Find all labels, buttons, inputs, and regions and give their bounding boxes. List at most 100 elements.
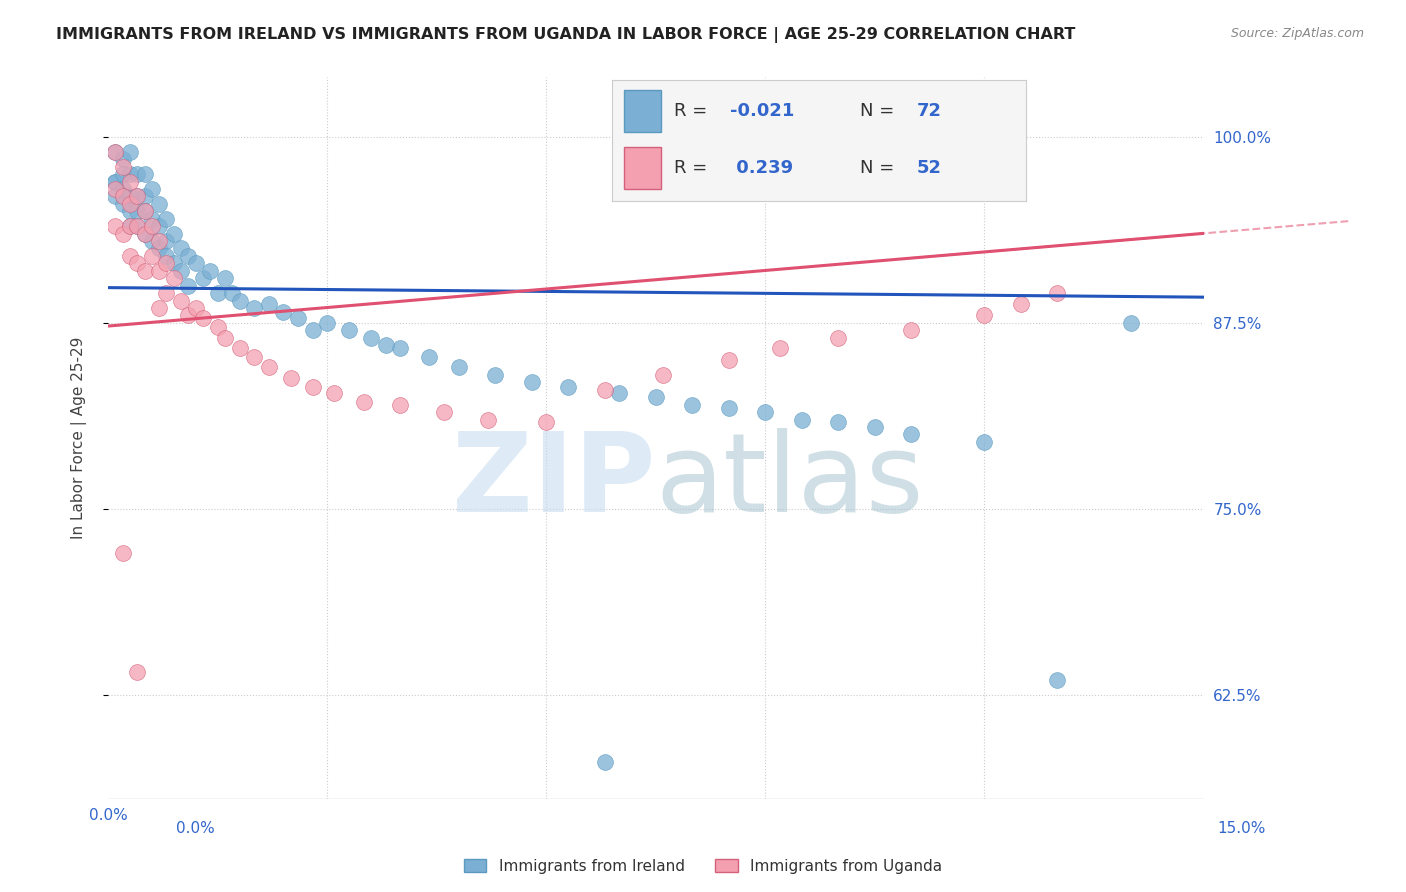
Point bbox=[243, 301, 266, 315]
Point bbox=[163, 271, 186, 285]
Point bbox=[243, 350, 266, 364]
Point bbox=[118, 189, 141, 203]
Point bbox=[374, 338, 396, 352]
Text: 0.239: 0.239 bbox=[730, 159, 793, 177]
Point bbox=[127, 204, 149, 219]
Point bbox=[433, 405, 456, 419]
Bar bbox=[624, 146, 661, 188]
Point bbox=[134, 264, 156, 278]
Point bbox=[200, 264, 222, 278]
Point bbox=[111, 197, 134, 211]
Point bbox=[118, 249, 141, 263]
Point bbox=[155, 256, 177, 270]
Point bbox=[118, 167, 141, 181]
Point bbox=[177, 249, 200, 263]
Point bbox=[207, 320, 229, 334]
Point bbox=[104, 175, 127, 189]
Point bbox=[111, 189, 134, 203]
Point bbox=[1046, 286, 1069, 301]
Point bbox=[118, 204, 141, 219]
Point bbox=[228, 341, 250, 355]
Point bbox=[389, 341, 412, 355]
Point bbox=[652, 368, 675, 382]
Text: R =: R = bbox=[673, 102, 713, 120]
Point bbox=[111, 153, 134, 167]
Point bbox=[141, 211, 163, 226]
Point bbox=[191, 271, 214, 285]
Point bbox=[134, 204, 156, 219]
Point bbox=[111, 167, 134, 181]
Point bbox=[287, 311, 309, 326]
Point bbox=[827, 416, 849, 430]
Point bbox=[170, 242, 193, 256]
Point bbox=[769, 341, 792, 355]
Point bbox=[177, 278, 200, 293]
Point bbox=[827, 331, 849, 345]
Point bbox=[104, 145, 127, 159]
Point bbox=[141, 219, 163, 234]
Point bbox=[104, 219, 127, 234]
Point bbox=[717, 353, 740, 368]
Point bbox=[170, 293, 193, 308]
Point bbox=[207, 286, 229, 301]
Point bbox=[681, 398, 703, 412]
Point bbox=[389, 398, 412, 412]
Point bbox=[214, 271, 236, 285]
Point bbox=[111, 182, 134, 196]
Point bbox=[754, 405, 776, 419]
Point bbox=[148, 242, 170, 256]
Text: atlas: atlas bbox=[655, 428, 924, 535]
Point bbox=[163, 256, 186, 270]
Text: ZIP: ZIP bbox=[453, 428, 655, 535]
Point bbox=[273, 305, 295, 319]
Point bbox=[1119, 316, 1142, 330]
Point bbox=[557, 380, 579, 394]
Point bbox=[127, 189, 149, 203]
Point bbox=[863, 420, 886, 434]
Point bbox=[118, 219, 141, 234]
Point bbox=[1046, 673, 1069, 687]
Point bbox=[280, 371, 302, 385]
Point bbox=[134, 227, 156, 241]
Text: N =: N = bbox=[860, 102, 900, 120]
Legend: Immigrants from Ireland, Immigrants from Uganda: Immigrants from Ireland, Immigrants from… bbox=[457, 853, 949, 880]
Point bbox=[316, 316, 339, 330]
Bar bbox=[624, 90, 661, 132]
Point bbox=[184, 301, 207, 315]
Text: 52: 52 bbox=[917, 159, 942, 177]
Text: N =: N = bbox=[860, 159, 900, 177]
Point bbox=[104, 182, 127, 196]
Point bbox=[148, 197, 170, 211]
Point bbox=[447, 360, 470, 375]
Point bbox=[1010, 296, 1032, 310]
Y-axis label: In Labor Force | Age 25-29: In Labor Force | Age 25-29 bbox=[72, 337, 87, 540]
Point bbox=[118, 197, 141, 211]
Point bbox=[301, 323, 323, 337]
Point bbox=[477, 412, 499, 426]
Point bbox=[141, 234, 163, 248]
Point bbox=[900, 427, 922, 442]
Text: 15.0%: 15.0% bbox=[1218, 821, 1265, 836]
Point bbox=[148, 219, 170, 234]
Point bbox=[184, 256, 207, 270]
Point bbox=[134, 227, 156, 241]
Point bbox=[973, 309, 995, 323]
Text: Source: ZipAtlas.com: Source: ZipAtlas.com bbox=[1230, 27, 1364, 40]
Point bbox=[163, 227, 186, 241]
Point bbox=[148, 264, 170, 278]
Point bbox=[228, 293, 250, 308]
Point bbox=[155, 234, 177, 248]
Point bbox=[111, 189, 134, 203]
Point bbox=[134, 167, 156, 181]
Point bbox=[111, 546, 134, 560]
Point bbox=[104, 145, 127, 159]
Point bbox=[155, 211, 177, 226]
Point bbox=[111, 160, 134, 174]
Point bbox=[520, 376, 543, 390]
Point bbox=[593, 383, 616, 397]
Point bbox=[790, 412, 813, 426]
Text: 0.0%: 0.0% bbox=[176, 821, 215, 836]
Point bbox=[170, 264, 193, 278]
Point bbox=[127, 665, 149, 680]
Point bbox=[323, 385, 346, 400]
